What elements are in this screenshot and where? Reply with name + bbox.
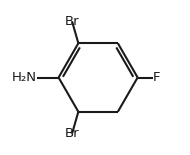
Text: H₂N: H₂N — [12, 71, 37, 84]
Text: Br: Br — [65, 15, 79, 28]
Text: Br: Br — [65, 127, 79, 140]
Text: F: F — [153, 71, 161, 84]
